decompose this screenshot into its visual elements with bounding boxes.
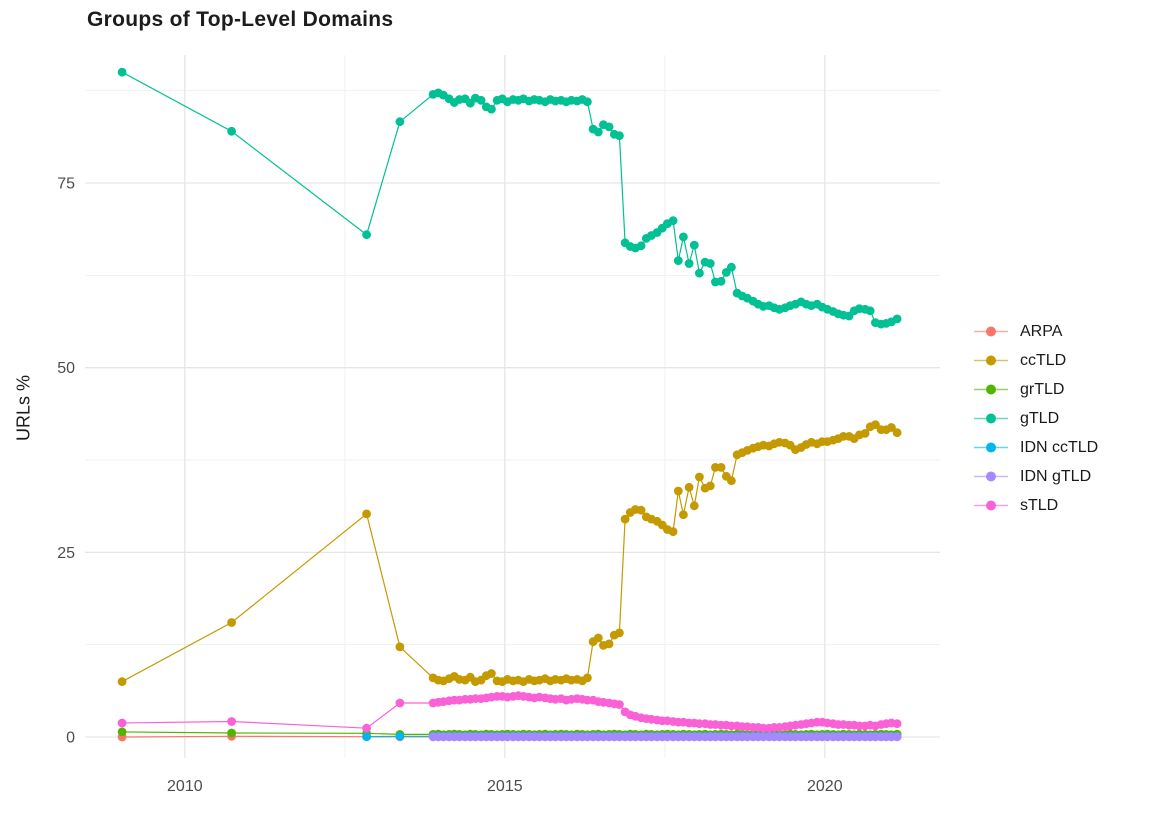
legend-label: sTLD: [1020, 496, 1059, 514]
data-point: [362, 230, 371, 240]
data-point: [487, 104, 496, 114]
data-point: [684, 259, 694, 268]
series-line-cctld: [121, 423, 898, 683]
data-point: [727, 262, 736, 272]
legend-label: IDN ccTLD: [1020, 438, 1099, 456]
series-idn-gtld: [428, 732, 902, 742]
legend-key-icon: [974, 413, 1008, 424]
data-point: [395, 642, 405, 652]
legend: ARPA ccTLD grTLD gTLD IDN ccTLD IDN gTLD sTLD: [972, 322, 1098, 515]
y-tick-label: 50: [57, 360, 75, 377]
data-point: [892, 314, 902, 324]
y-tick-label: 0: [66, 730, 75, 747]
data-point: [487, 669, 496, 678]
data-point: [727, 476, 736, 486]
series-line-gtld: [121, 71, 898, 325]
data-point: [593, 633, 603, 643]
data-point: [604, 122, 614, 132]
gridlines-minor: [85, 55, 940, 758]
data-point: [615, 628, 624, 638]
legend-label: gTLD: [1020, 409, 1060, 427]
legend-label: IDN gTLD: [1020, 467, 1092, 485]
data-point: [705, 481, 715, 491]
data-point: [117, 677, 127, 686]
data-point: [117, 718, 127, 728]
chart-title: Groups of Top-Level Domains: [87, 8, 394, 31]
legend-key-icon: [974, 471, 1008, 482]
data-point: [716, 276, 726, 286]
data-point: [716, 463, 726, 472]
data-point: [689, 501, 699, 511]
data-point: [695, 472, 704, 482]
legend-item-cctld: ccTLD: [972, 351, 1098, 370]
gridlines-major: [85, 55, 940, 758]
series-cctld: [117, 420, 902, 686]
data-point: [395, 731, 405, 741]
data-point: [684, 482, 694, 492]
data-point: [871, 420, 880, 429]
data-point: [362, 723, 371, 733]
data-point: [673, 256, 683, 265]
legend-key-icon: [974, 384, 1008, 395]
legend-item-grtld: grTLD: [972, 380, 1098, 399]
data-point: [620, 514, 630, 524]
data-point: [705, 259, 715, 268]
series-gtld: [117, 67, 902, 329]
data-point: [362, 509, 371, 519]
x-tick-label: 2010: [167, 778, 203, 795]
legend-item-idn-cctld: IDN ccTLD: [972, 438, 1098, 457]
data-point: [668, 527, 678, 537]
legend-key-icon: [974, 500, 1008, 511]
data-point: [673, 486, 683, 496]
data-point: [892, 732, 902, 742]
data-point: [593, 127, 603, 137]
axis-tick-labels: 0 25 50 75 2010 2015 2020: [57, 176, 843, 795]
legend-label: ccTLD: [1020, 351, 1067, 369]
legend-key-icon: [974, 355, 1008, 366]
legend-key-icon: [974, 326, 1008, 337]
y-tick-label: 75: [57, 176, 75, 193]
legend-item-stld: sTLD: [972, 496, 1098, 515]
data-point: [636, 505, 646, 515]
data-point: [679, 510, 688, 520]
data-point: [615, 131, 624, 141]
legend-item-gtld: gTLD: [972, 409, 1098, 428]
data-point: [892, 428, 902, 438]
data-point: [887, 423, 896, 432]
data-point: [395, 117, 405, 127]
data-point: [865, 306, 875, 316]
series-stld: [117, 691, 902, 733]
data-point: [117, 727, 127, 737]
data-point: [892, 719, 902, 729]
legend-item-arpa: ARPA: [972, 322, 1098, 341]
data-point: [227, 126, 237, 136]
data-point: [583, 97, 592, 107]
data-point: [860, 429, 870, 438]
x-tick-label: 2015: [487, 778, 523, 795]
legend-key-icon: [974, 442, 1008, 453]
data-point: [227, 728, 237, 738]
data-point: [583, 673, 592, 683]
data-point: [604, 639, 614, 649]
data-point: [395, 698, 405, 708]
data-point: [695, 268, 704, 278]
y-tick-label: 25: [57, 545, 75, 562]
x-tick-label: 2020: [807, 778, 843, 795]
legend-label: grTLD: [1020, 380, 1065, 398]
legend-item-idn-gtld: IDN gTLD: [972, 467, 1098, 486]
data-point: [636, 241, 646, 251]
legend-label: ARPA: [1020, 322, 1063, 340]
data-point: [227, 717, 237, 726]
data-point: [689, 240, 699, 250]
data-point: [362, 732, 371, 742]
data-point: [117, 67, 127, 77]
data-point: [668, 216, 678, 226]
data-point: [679, 232, 688, 242]
data-point: [227, 618, 237, 627]
data-point: [476, 95, 486, 105]
data-point: [615, 700, 624, 709]
